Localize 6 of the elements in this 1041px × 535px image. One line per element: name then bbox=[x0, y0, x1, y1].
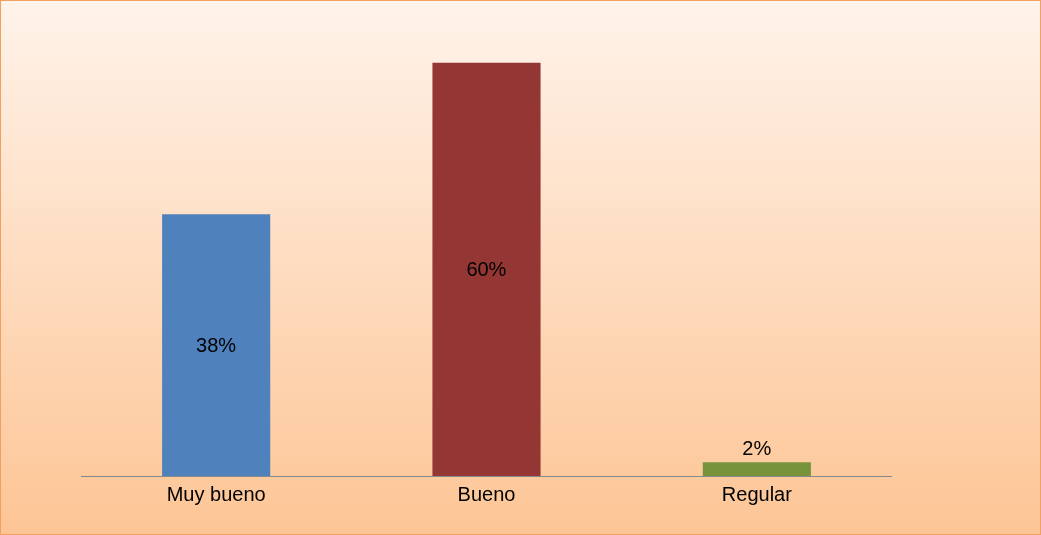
x-tick-label: Regular bbox=[721, 483, 793, 505]
x-tick-label: Bueno bbox=[457, 483, 516, 505]
x-tick-label: Muy bueno bbox=[166, 483, 266, 505]
data-label: 38% bbox=[196, 334, 237, 357]
data-label: 60% bbox=[466, 258, 507, 281]
data-label: 2% bbox=[742, 437, 772, 460]
